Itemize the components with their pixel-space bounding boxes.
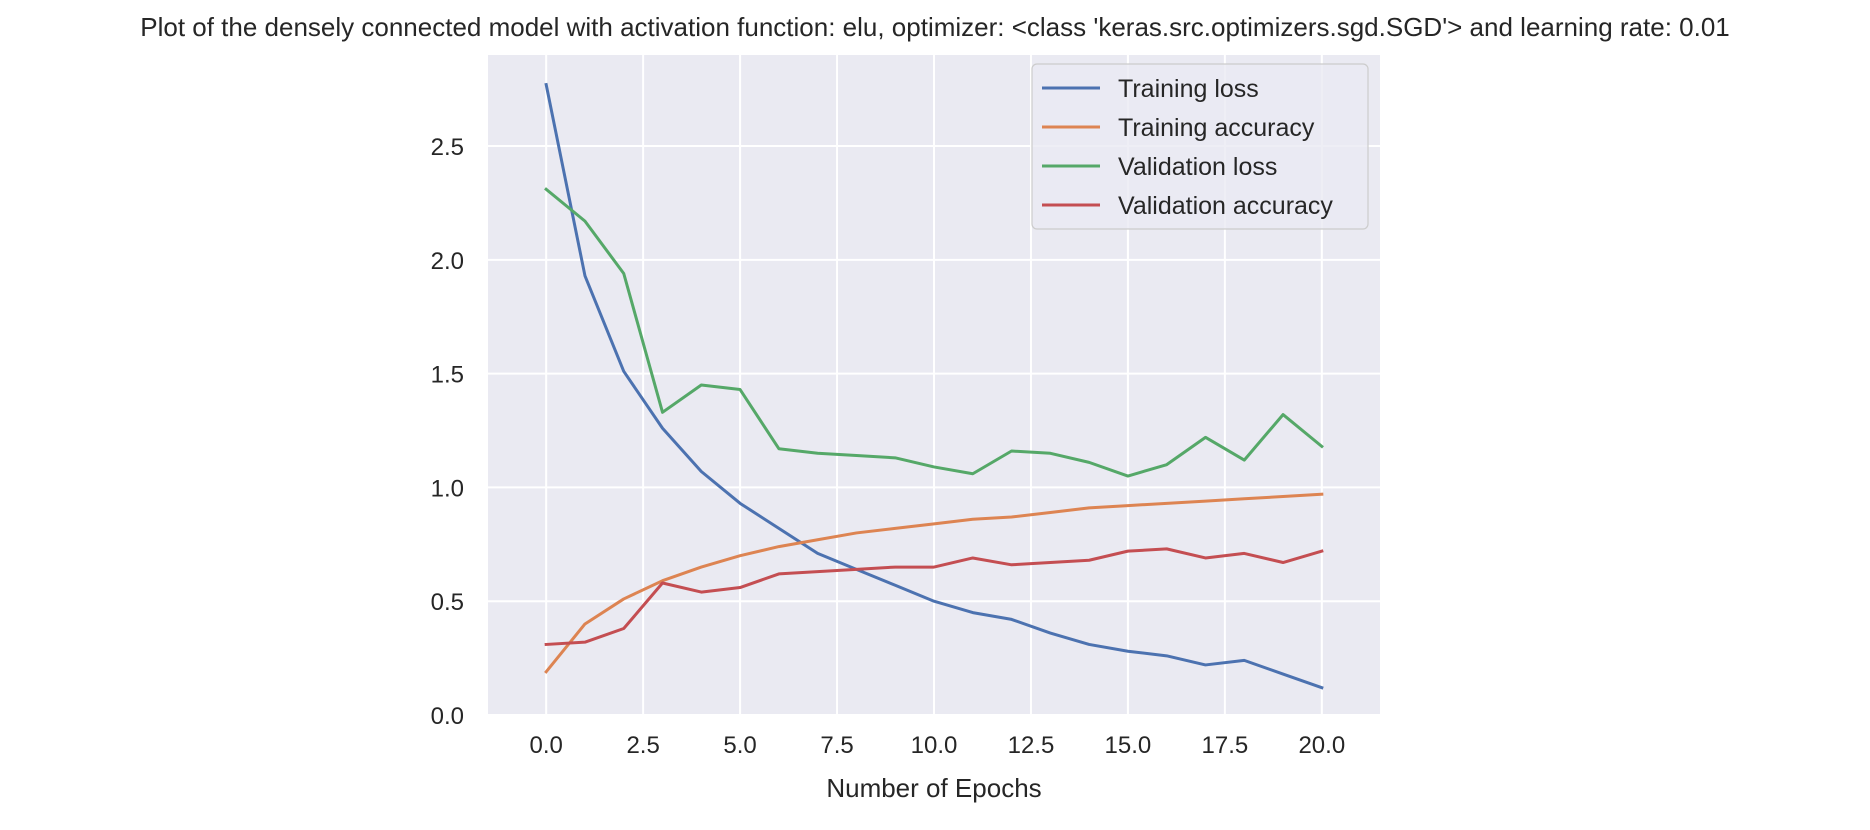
- x-tick-label: 15.0: [1105, 732, 1152, 759]
- x-tick-label: 20.0: [1298, 732, 1345, 759]
- y-tick-label: 1.0: [431, 475, 464, 502]
- legend-label-validation-accuracy: Validation accuracy: [1118, 192, 1333, 220]
- x-tick-label: 2.5: [626, 732, 659, 759]
- x-tick-label: 5.0: [723, 732, 756, 759]
- series-lines: [544, 82, 1324, 690]
- chart-title: Plot of the densely connected model with…: [140, 12, 1730, 42]
- legend: Training loss Training accuracy Validation…: [1031, 63, 1369, 230]
- x-tick-label: 12.5: [1008, 732, 1055, 759]
- series-line-training-loss: [544, 82, 1324, 690]
- y-tick-label: 0.0: [431, 703, 464, 730]
- legend-label-training-accuracy: Training accuracy: [1118, 114, 1315, 142]
- tick-labels: 0.0 2.5 5.0 7.5 10.0 12.5 15.0 17.5 20.0 0.0 0.5 1.…: [431, 134, 1346, 759]
- x-axis-label: Number of Epochs: [826, 773, 1041, 803]
- series-line-validation-loss: [544, 187, 1324, 478]
- x-tick-label: 7.5: [820, 732, 853, 759]
- legend-items: Training loss Training accuracy Validation…: [1042, 75, 1333, 220]
- x-tick-label: 10.0: [911, 732, 958, 759]
- legend-box: [1031, 63, 1369, 230]
- y-tick-label: 1.5: [431, 362, 464, 389]
- legend-label-training-loss: Training loss: [1118, 75, 1259, 103]
- y-tick-label: 2.0: [431, 248, 464, 275]
- series-line-training-accuracy: [544, 492, 1324, 674]
- y-tick-label: 2.5: [431, 134, 464, 161]
- y-tick-label: 0.5: [431, 589, 464, 616]
- x-tick-label: 17.5: [1202, 732, 1249, 759]
- legend-label-validation-loss: Validation loss: [1118, 153, 1277, 181]
- x-tick-label: 0.0: [529, 732, 562, 759]
- series-line-validation-accuracy: [544, 547, 1324, 647]
